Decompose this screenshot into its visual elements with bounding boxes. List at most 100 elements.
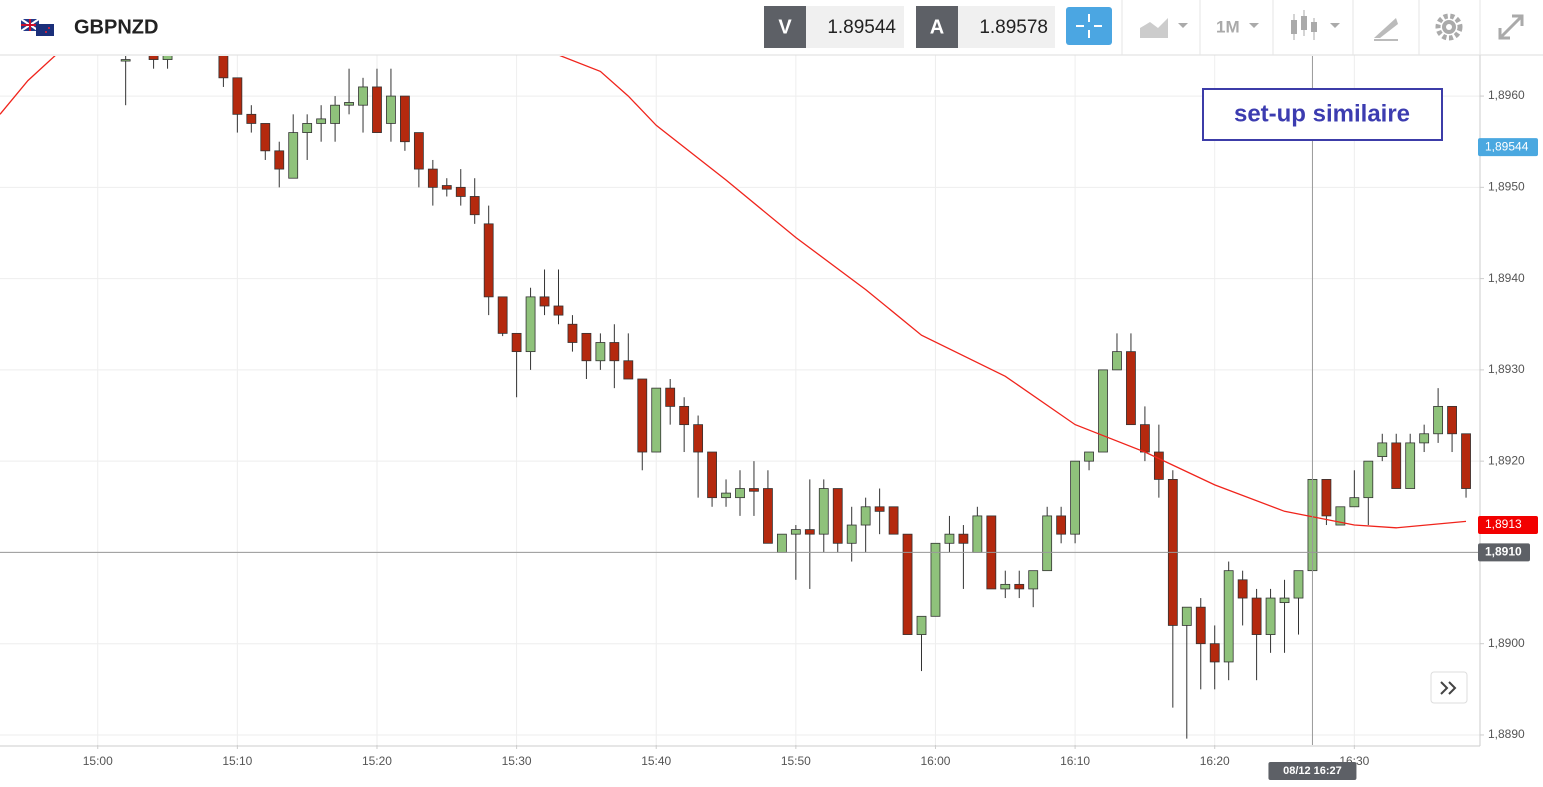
candle-body (860, 506, 871, 526)
x-tick-label: 15:20 (362, 754, 392, 768)
bid-button[interactable]: V 1.89544 (764, 6, 904, 48)
candle-body (511, 332, 522, 353)
candle-body (1028, 570, 1039, 590)
settings-button[interactable] (1435, 13, 1463, 41)
candle-body (902, 533, 913, 635)
candle-body (763, 488, 773, 544)
candle-body (1293, 570, 1304, 599)
candle-body (916, 615, 927, 635)
candle-body (427, 168, 438, 188)
y-tick-label: 1,8930 (1488, 362, 1525, 376)
candle-body (1237, 579, 1248, 599)
candle-body (1070, 460, 1080, 535)
candle-body (930, 542, 941, 617)
candle-body (1349, 497, 1360, 508)
y-tick-label: 1,8940 (1488, 271, 1525, 285)
candle-body (497, 296, 508, 334)
candle-body (372, 86, 382, 133)
candle-body (818, 488, 829, 535)
bid-price: 1.89544 (827, 17, 896, 38)
candle-body (525, 296, 536, 353)
candle-body (609, 342, 620, 362)
candle-body (1447, 405, 1457, 435)
candle-body (1153, 451, 1164, 480)
candle-body (120, 59, 131, 62)
bid-label: V (778, 16, 792, 38)
candle-body (218, 56, 229, 79)
candle-body (1140, 424, 1150, 453)
header: GBPNZD V 1.89544 A 1.89578 1M (0, 0, 1543, 56)
y-tick-label: 1,8920 (1488, 453, 1525, 467)
price-tag (1478, 138, 1538, 157)
price-tag (1478, 516, 1538, 535)
plot-area (0, 56, 1480, 745)
candle-body (679, 405, 690, 426)
annotation: set-up similaire (1234, 100, 1410, 127)
ask-label: A (930, 16, 944, 38)
candle-body (162, 56, 173, 60)
candle-body (316, 118, 327, 124)
x-tick-label: 16:00 (920, 754, 950, 768)
candle-body (721, 492, 731, 499)
candle-body (972, 515, 983, 553)
y-tick-label: 1,8900 (1488, 636, 1525, 650)
crosshair-x-tag (1268, 762, 1357, 780)
candle-body (651, 387, 662, 453)
timeframe-button[interactable]: 1M (1216, 17, 1259, 36)
axes: 1,8890 1,8900 1,8910 1,8920 1,8930 1,8940 1,89… (83, 88, 1538, 780)
candle-body (693, 424, 704, 453)
candle-body (1279, 597, 1290, 604)
candle-body (1461, 433, 1471, 489)
candle-body (776, 533, 787, 553)
x-tick-label: 15:50 (781, 754, 811, 768)
draw-button[interactable] (1374, 18, 1398, 41)
candle-body (790, 529, 801, 535)
flag (20, 18, 54, 36)
crosshair-button[interactable] (1066, 7, 1112, 45)
candle-body (1377, 442, 1388, 457)
candle-body (302, 123, 313, 133)
price-tag-label: 1,89544 (1485, 139, 1529, 153)
crosshair-y-label: 1,8910 (1485, 545, 1522, 559)
candle-body (1195, 606, 1206, 645)
scroll-button[interactable] (1430, 671, 1468, 704)
candle-body (232, 77, 243, 115)
y-tick-label: 1,8960 (1488, 88, 1525, 102)
candle-body (1098, 369, 1108, 453)
symbol: GBPNZD (74, 16, 158, 38)
ask-price: 1.89578 (979, 17, 1048, 38)
fullscreen-button[interactable] (1498, 14, 1524, 40)
candle-body (288, 132, 299, 179)
candle-body (260, 123, 271, 152)
x-tick-label: 15:00 (83, 754, 113, 768)
crosshair-y-tag (1478, 543, 1530, 562)
x-tick-label: 15:40 (641, 754, 671, 768)
candle-body (595, 342, 606, 362)
y-tick-label: 1,8890 (1488, 727, 1525, 741)
candle-body (148, 56, 159, 60)
candle-style-button[interactable] (1291, 10, 1340, 40)
candle-body (330, 104, 340, 124)
candle-body (553, 305, 564, 316)
candle-body (637, 378, 648, 453)
candle-body (469, 196, 480, 216)
candle-body (1000, 583, 1011, 590)
candle-body (441, 185, 452, 190)
candle-body (246, 113, 257, 124)
moving-average (0, 56, 1467, 529)
candle-body (1335, 506, 1346, 526)
candle-body (707, 451, 717, 499)
candle-body (1391, 442, 1402, 489)
candle-body (1112, 351, 1122, 371)
candle-body (1084, 451, 1094, 462)
candle-body (623, 360, 634, 380)
candle-body (944, 533, 955, 544)
candle-body (1181, 606, 1192, 626)
candle-body (567, 323, 578, 343)
candle-body (846, 524, 857, 544)
ask-button[interactable]: A 1.89578 (916, 6, 1055, 48)
candle-body (888, 506, 899, 535)
candle-body (344, 102, 354, 106)
x-tick-label: 16:10 (1060, 754, 1090, 768)
chart-type-button[interactable] (1140, 18, 1188, 38)
